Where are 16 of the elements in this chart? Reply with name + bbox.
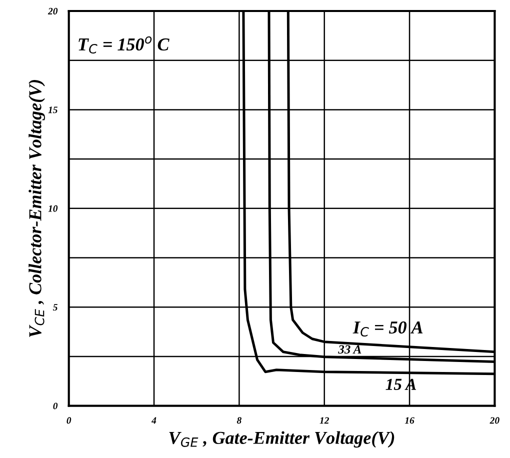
series-label: 33 A: [338, 345, 362, 354]
annotation: T$_{C}$ = 150$^{o}$ C: [78, 36, 170, 54]
x-tick-label: 4: [151, 417, 156, 424]
y-tick-label: 15: [48, 106, 58, 114]
y-tick-label: 20: [48, 8, 58, 14]
x-tick-label: 16: [404, 417, 414, 424]
y-axis-title: V$_{CE}$ , Collector-Emitter Voltage(V): [28, 80, 45, 337]
y-tick-label: 0: [53, 402, 58, 410]
series-label: I$_{C}$ = 50 A: [352, 321, 423, 337]
x-tick-label: 20: [490, 417, 500, 424]
x-tick-label: 0: [66, 417, 72, 424]
x-tick-label: 8: [236, 417, 242, 424]
y-tick-label: 10: [48, 205, 58, 212]
y-tick-label: 5: [52, 304, 58, 311]
x-tick-label: 12: [320, 417, 329, 424]
x-axis-title: V$_{GE}$ , Gate-Emitter Voltage(V): [169, 431, 394, 448]
